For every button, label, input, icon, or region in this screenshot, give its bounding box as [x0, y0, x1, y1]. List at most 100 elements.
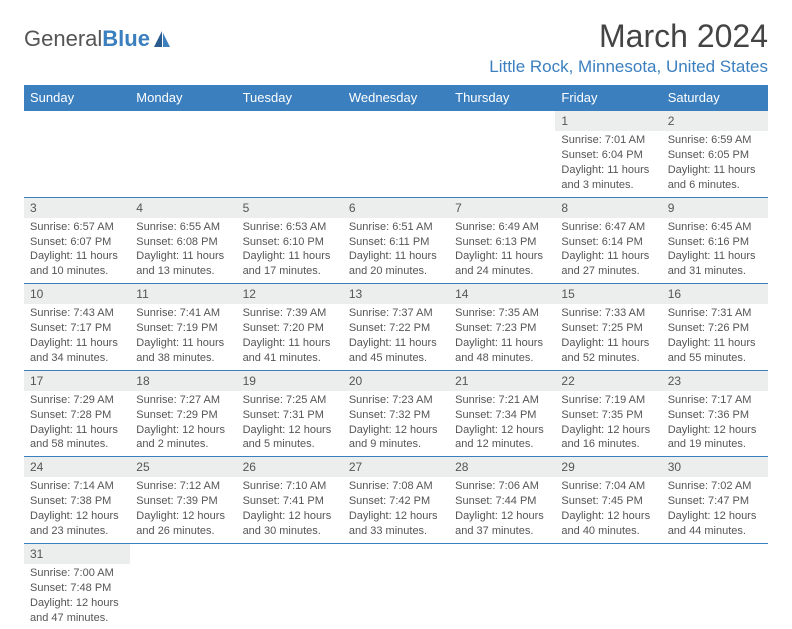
daylight-text: Daylight: 11 hours and 45 minutes. [349, 336, 443, 366]
daylight-text: Daylight: 11 hours and 55 minutes. [668, 336, 762, 366]
day-number: 8 [555, 198, 661, 218]
calendar-cell: 11Sunrise: 7:41 AMSunset: 7:19 PMDayligh… [130, 284, 236, 371]
day-details: Sunrise: 7:41 AMSunset: 7:19 PMDaylight:… [130, 304, 236, 369]
calendar-cell: 6Sunrise: 6:51 AMSunset: 6:11 PMDaylight… [343, 197, 449, 284]
sunrise-text: Sunrise: 7:17 AM [668, 393, 762, 408]
sunrise-text: Sunrise: 7:08 AM [349, 479, 443, 494]
day-number: 9 [662, 198, 768, 218]
day-details: Sunrise: 6:55 AMSunset: 6:08 PMDaylight:… [130, 218, 236, 283]
calendar-cell: 31Sunrise: 7:00 AMSunset: 7:48 PMDayligh… [24, 543, 130, 629]
day-details: Sunrise: 7:14 AMSunset: 7:38 PMDaylight:… [24, 477, 130, 542]
calendar-table: SundayMondayTuesdayWednesdayThursdayFrid… [24, 85, 768, 629]
logo-text-general: General [24, 26, 102, 52]
daylight-text: Daylight: 11 hours and 34 minutes. [30, 336, 124, 366]
sunset-text: Sunset: 7:22 PM [349, 321, 443, 336]
daylight-text: Daylight: 12 hours and 2 minutes. [136, 423, 230, 453]
sunset-text: Sunset: 7:45 PM [561, 494, 655, 509]
calendar-cell: 16Sunrise: 7:31 AMSunset: 7:26 PMDayligh… [662, 284, 768, 371]
sunset-text: Sunset: 7:26 PM [668, 321, 762, 336]
sunrise-text: Sunrise: 6:55 AM [136, 220, 230, 235]
day-number: 24 [24, 457, 130, 477]
day-details: Sunrise: 6:47 AMSunset: 6:14 PMDaylight:… [555, 218, 661, 283]
day-details: Sunrise: 6:57 AMSunset: 6:07 PMDaylight:… [24, 218, 130, 283]
calendar-cell-empty [343, 543, 449, 629]
daylight-text: Daylight: 11 hours and 20 minutes. [349, 249, 443, 279]
day-details: Sunrise: 7:19 AMSunset: 7:35 PMDaylight:… [555, 391, 661, 456]
weekday-header: Friday [555, 85, 661, 111]
day-details: Sunrise: 7:27 AMSunset: 7:29 PMDaylight:… [130, 391, 236, 456]
calendar-cell: 19Sunrise: 7:25 AMSunset: 7:31 PMDayligh… [237, 370, 343, 457]
day-number: 16 [662, 284, 768, 304]
sunrise-text: Sunrise: 7:25 AM [243, 393, 337, 408]
day-number: 23 [662, 371, 768, 391]
sunset-text: Sunset: 7:44 PM [455, 494, 549, 509]
day-details: Sunrise: 7:31 AMSunset: 7:26 PMDaylight:… [662, 304, 768, 369]
calendar-cell: 3Sunrise: 6:57 AMSunset: 6:07 PMDaylight… [24, 197, 130, 284]
sunrise-text: Sunrise: 7:39 AM [243, 306, 337, 321]
calendar-header: SundayMondayTuesdayWednesdayThursdayFrid… [24, 85, 768, 111]
weekday-header: Thursday [449, 85, 555, 111]
daylight-text: Daylight: 11 hours and 41 minutes. [243, 336, 337, 366]
sunset-text: Sunset: 6:10 PM [243, 235, 337, 250]
calendar-cell: 12Sunrise: 7:39 AMSunset: 7:20 PMDayligh… [237, 284, 343, 371]
sunrise-text: Sunrise: 6:59 AM [668, 133, 762, 148]
day-number: 19 [237, 371, 343, 391]
sunrise-text: Sunrise: 7:12 AM [136, 479, 230, 494]
calendar-cell: 26Sunrise: 7:10 AMSunset: 7:41 PMDayligh… [237, 457, 343, 544]
daylight-text: Daylight: 12 hours and 40 minutes. [561, 509, 655, 539]
sunrise-text: Sunrise: 6:47 AM [561, 220, 655, 235]
sunset-text: Sunset: 7:29 PM [136, 408, 230, 423]
sunrise-text: Sunrise: 7:21 AM [455, 393, 549, 408]
day-number: 31 [24, 544, 130, 564]
daylight-text: Daylight: 11 hours and 58 minutes. [30, 423, 124, 453]
calendar-cell: 25Sunrise: 7:12 AMSunset: 7:39 PMDayligh… [130, 457, 236, 544]
sunset-text: Sunset: 7:48 PM [30, 581, 124, 596]
calendar-cell: 27Sunrise: 7:08 AMSunset: 7:42 PMDayligh… [343, 457, 449, 544]
calendar-cell-empty [24, 111, 130, 198]
sunset-text: Sunset: 7:25 PM [561, 321, 655, 336]
day-details: Sunrise: 7:08 AMSunset: 7:42 PMDaylight:… [343, 477, 449, 542]
daylight-text: Daylight: 11 hours and 52 minutes. [561, 336, 655, 366]
sail-icon [152, 29, 172, 49]
day-number: 11 [130, 284, 236, 304]
calendar-row: 3Sunrise: 6:57 AMSunset: 6:07 PMDaylight… [24, 197, 768, 284]
calendar-body: 1Sunrise: 7:01 AMSunset: 6:04 PMDaylight… [24, 111, 768, 629]
calendar-cell: 21Sunrise: 7:21 AMSunset: 7:34 PMDayligh… [449, 370, 555, 457]
sunset-text: Sunset: 7:32 PM [349, 408, 443, 423]
day-number: 17 [24, 371, 130, 391]
calendar-cell-empty [237, 543, 343, 629]
daylight-text: Daylight: 12 hours and 44 minutes. [668, 509, 762, 539]
calendar-cell: 8Sunrise: 6:47 AMSunset: 6:14 PMDaylight… [555, 197, 661, 284]
sunset-text: Sunset: 6:16 PM [668, 235, 762, 250]
weekday-header: Sunday [24, 85, 130, 111]
sunset-text: Sunset: 7:19 PM [136, 321, 230, 336]
weekday-header: Saturday [662, 85, 768, 111]
day-number: 3 [24, 198, 130, 218]
calendar-row: 1Sunrise: 7:01 AMSunset: 6:04 PMDaylight… [24, 111, 768, 198]
day-details: Sunrise: 6:51 AMSunset: 6:11 PMDaylight:… [343, 218, 449, 283]
daylight-text: Daylight: 11 hours and 13 minutes. [136, 249, 230, 279]
sunset-text: Sunset: 7:28 PM [30, 408, 124, 423]
calendar-cell: 10Sunrise: 7:43 AMSunset: 7:17 PMDayligh… [24, 284, 130, 371]
calendar-cell: 20Sunrise: 7:23 AMSunset: 7:32 PMDayligh… [343, 370, 449, 457]
sunset-text: Sunset: 7:35 PM [561, 408, 655, 423]
day-details: Sunrise: 7:02 AMSunset: 7:47 PMDaylight:… [662, 477, 768, 542]
day-details: Sunrise: 7:04 AMSunset: 7:45 PMDaylight:… [555, 477, 661, 542]
sunset-text: Sunset: 6:14 PM [561, 235, 655, 250]
calendar-cell-empty [662, 543, 768, 629]
sunset-text: Sunset: 7:47 PM [668, 494, 762, 509]
day-number: 29 [555, 457, 661, 477]
sunrise-text: Sunrise: 7:19 AM [561, 393, 655, 408]
day-details: Sunrise: 7:29 AMSunset: 7:28 PMDaylight:… [24, 391, 130, 456]
daylight-text: Daylight: 11 hours and 3 minutes. [561, 163, 655, 193]
sunset-text: Sunset: 6:11 PM [349, 235, 443, 250]
calendar-cell: 13Sunrise: 7:37 AMSunset: 7:22 PMDayligh… [343, 284, 449, 371]
daylight-text: Daylight: 12 hours and 16 minutes. [561, 423, 655, 453]
sunset-text: Sunset: 6:07 PM [30, 235, 124, 250]
weekday-header: Tuesday [237, 85, 343, 111]
calendar-cell: 18Sunrise: 7:27 AMSunset: 7:29 PMDayligh… [130, 370, 236, 457]
daylight-text: Daylight: 11 hours and 6 minutes. [668, 163, 762, 193]
sunset-text: Sunset: 7:38 PM [30, 494, 124, 509]
day-details: Sunrise: 7:23 AMSunset: 7:32 PMDaylight:… [343, 391, 449, 456]
day-number: 18 [130, 371, 236, 391]
